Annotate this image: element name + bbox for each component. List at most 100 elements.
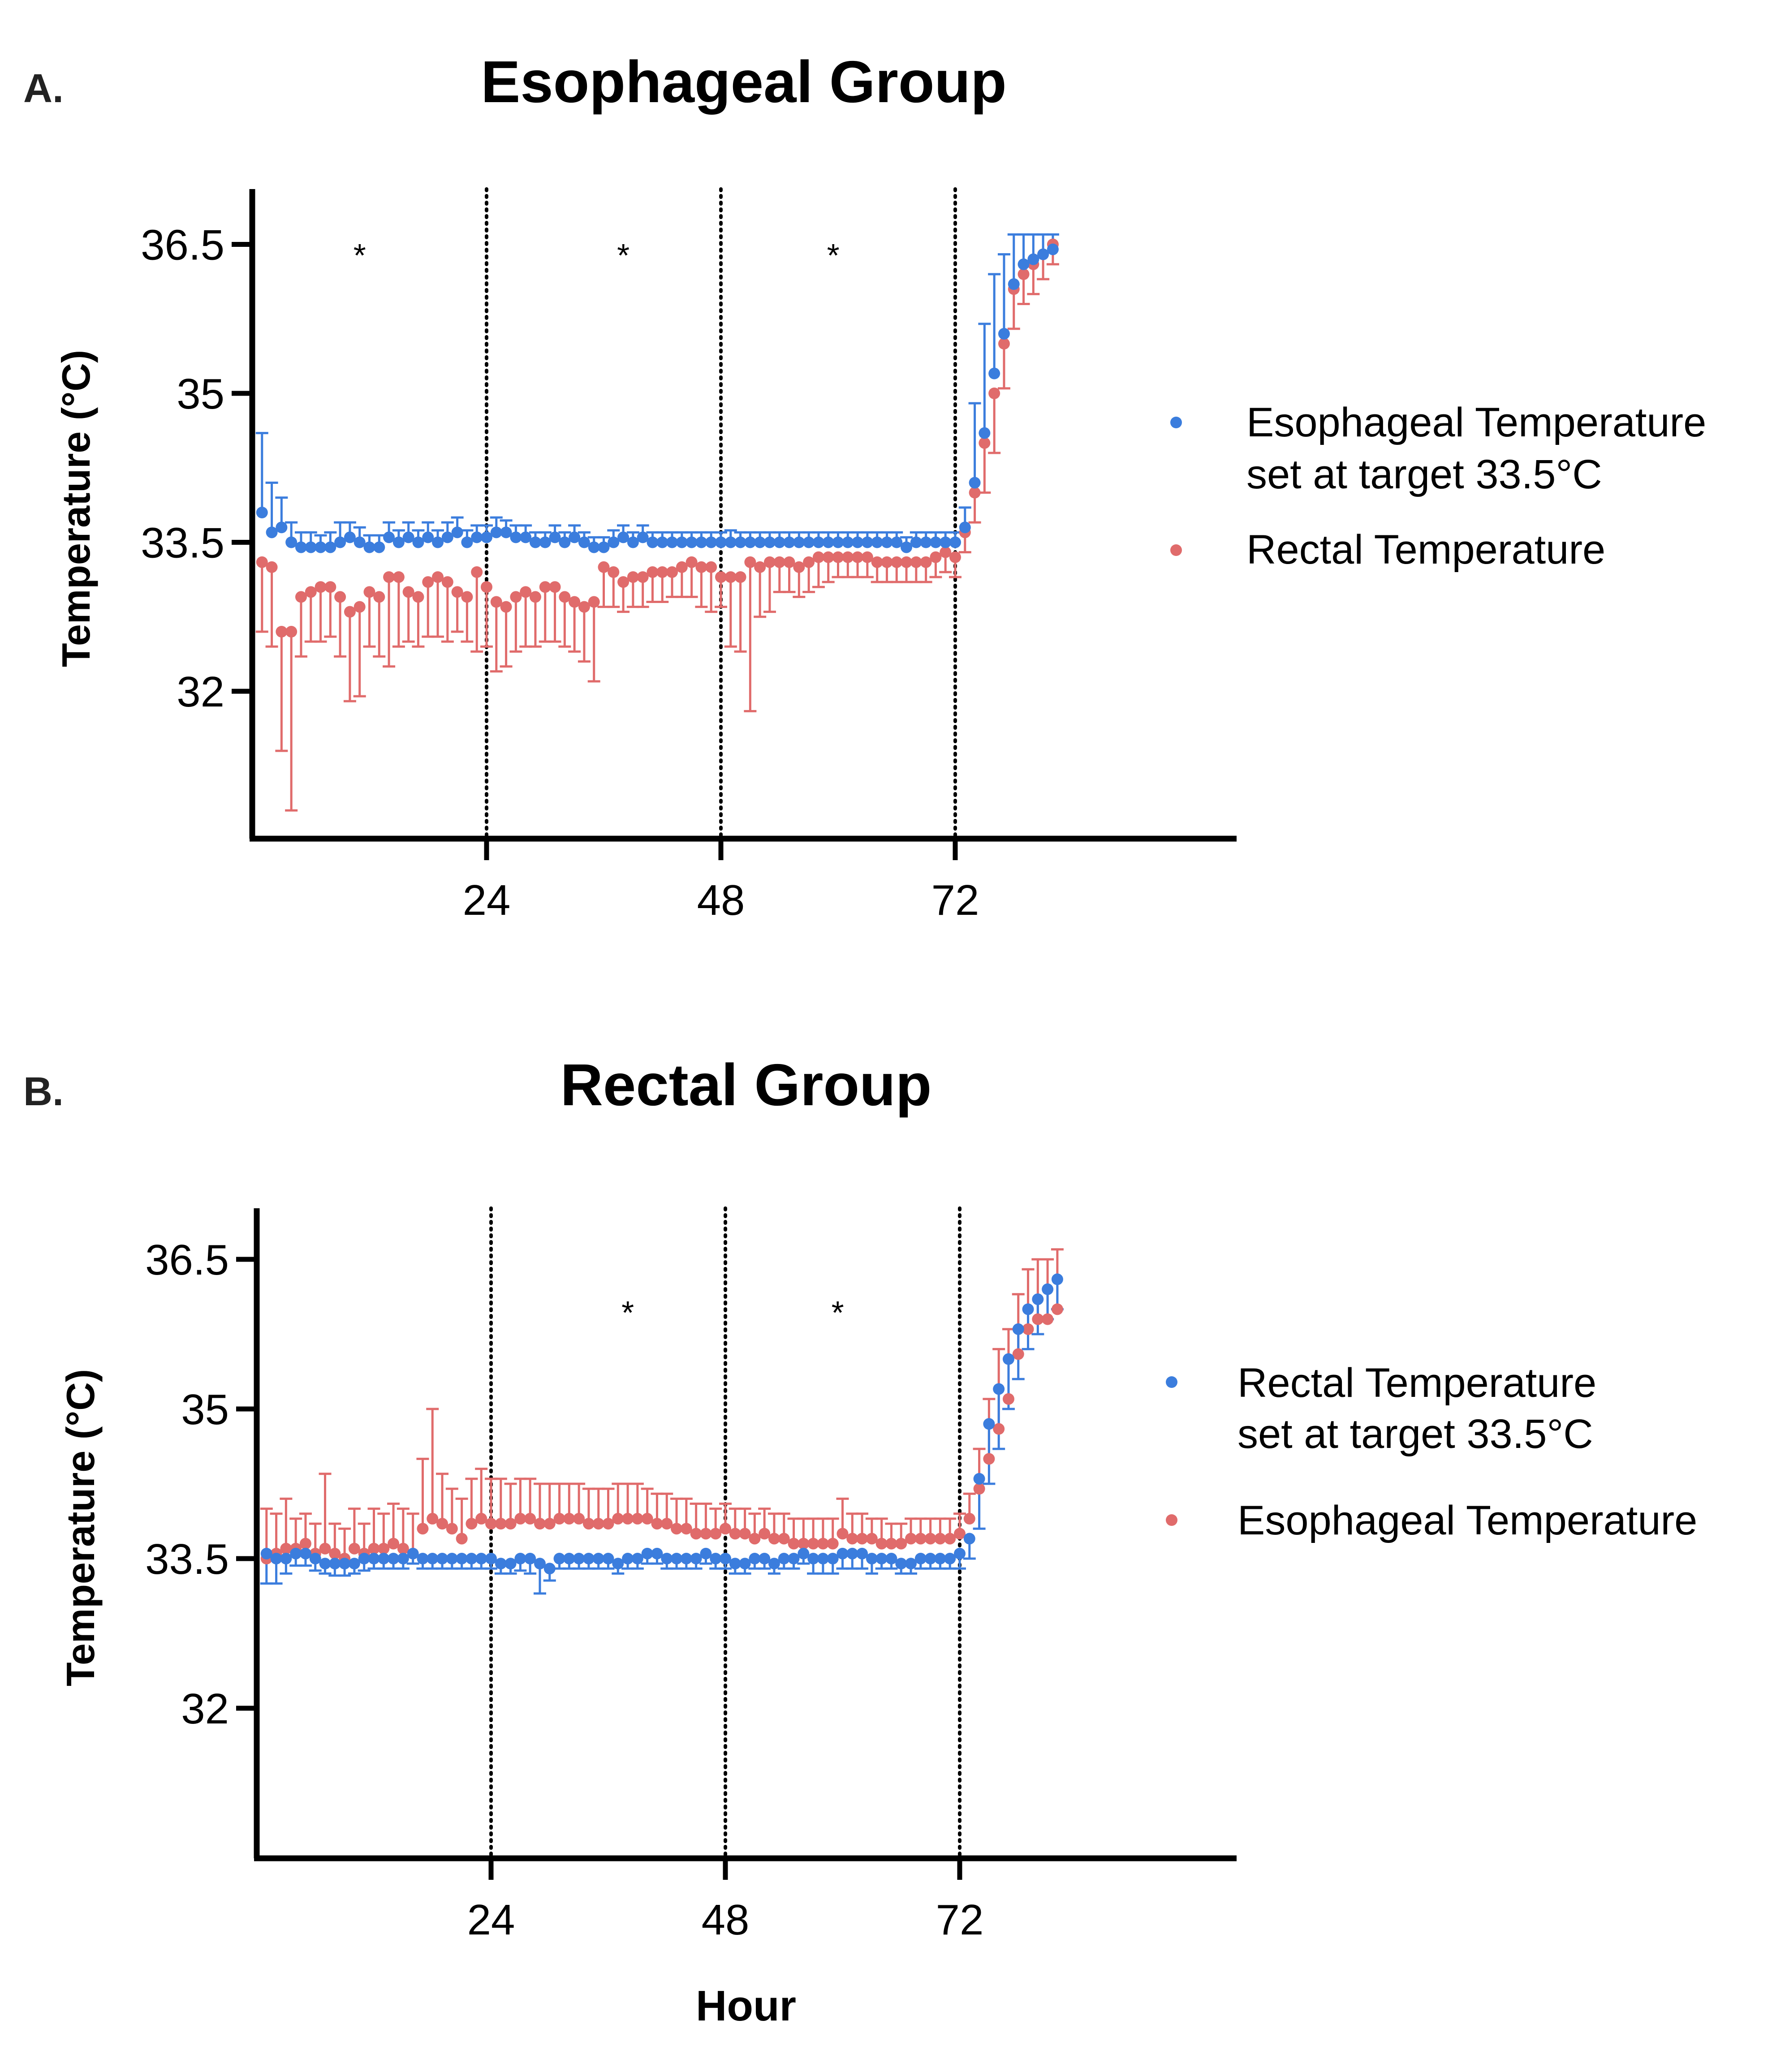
significance-star: * <box>354 238 366 274</box>
data-point <box>846 1547 858 1559</box>
data-point <box>866 1553 878 1564</box>
data-point <box>344 606 356 618</box>
data-point <box>266 561 278 573</box>
data-point <box>397 1542 409 1555</box>
data-point <box>392 536 405 548</box>
x-tick-label: 72 <box>931 876 979 924</box>
data-point <box>256 507 268 518</box>
y-tick-label: 33.5 <box>145 1535 229 1583</box>
data-point <box>817 1553 829 1564</box>
data-point <box>954 1547 966 1559</box>
data-point <box>930 551 942 563</box>
x-tick-label: 72 <box>936 1896 984 1944</box>
data-point <box>451 586 463 598</box>
data-point <box>993 1423 1005 1435</box>
data-point <box>979 437 991 449</box>
data-point <box>666 566 678 578</box>
data-point <box>930 536 942 548</box>
data-point <box>734 571 746 583</box>
data-point <box>305 586 317 598</box>
data-point <box>954 1528 966 1540</box>
data-point <box>686 536 698 548</box>
data-point <box>490 596 502 608</box>
data-point <box>383 531 395 543</box>
data-point <box>827 1538 839 1550</box>
legend-marker-blue <box>1170 417 1182 428</box>
data-point <box>285 626 298 638</box>
panel-a-title: Esophageal Group <box>481 49 1007 115</box>
data-point <box>402 531 414 543</box>
data-point <box>700 1528 712 1540</box>
data-point <box>500 601 512 613</box>
data-point <box>608 536 620 548</box>
y-tick-label: 36.5 <box>145 1236 229 1284</box>
y-tick-label: 32 <box>177 668 224 716</box>
data-point <box>1008 278 1020 290</box>
data-point <box>934 1553 946 1564</box>
data-point <box>427 1553 439 1564</box>
data-point <box>749 1533 761 1545</box>
panel-b-title: Rectal Group <box>561 1052 932 1118</box>
data-point <box>456 1553 468 1564</box>
data-point <box>559 536 571 548</box>
y-tick-label: 35 <box>177 370 224 418</box>
data-point <box>812 551 824 563</box>
data-point <box>456 1533 468 1545</box>
data-point <box>520 586 532 598</box>
data-point <box>836 1547 849 1559</box>
data-point <box>812 536 824 548</box>
data-point <box>807 1553 819 1564</box>
data-point <box>1018 258 1030 270</box>
data-point <box>617 531 629 543</box>
data-point <box>276 626 288 638</box>
data-point <box>334 591 346 603</box>
data-point <box>514 1512 526 1525</box>
data-point <box>842 551 854 563</box>
data-point <box>998 328 1010 340</box>
data-point <box>759 1528 771 1540</box>
panel-b-significance-marks: * * <box>621 1295 844 1331</box>
panel-a-legend: Esophageal Temperature set at target 33.… <box>1170 400 1706 573</box>
panel-a-y-ticks: 32 33.5 35 36.5 <box>141 221 252 716</box>
data-point <box>924 1553 936 1564</box>
data-point <box>744 536 756 548</box>
data-point <box>481 581 492 593</box>
data-point <box>392 571 405 583</box>
data-point <box>979 427 991 439</box>
data-point <box>319 1558 331 1570</box>
data-point <box>1027 253 1039 265</box>
data-point <box>500 526 512 538</box>
data-point <box>368 1542 380 1555</box>
data-point <box>436 1518 448 1530</box>
data-point <box>383 571 395 583</box>
data-point <box>739 1528 751 1540</box>
data-point <box>631 1553 643 1564</box>
data-point <box>578 601 590 613</box>
data-point <box>363 541 375 553</box>
data-point <box>412 591 424 603</box>
y-tick-label: 32 <box>181 1685 229 1733</box>
data-point <box>446 1523 458 1535</box>
data-point <box>299 1547 311 1559</box>
panel-a: A. Esophageal Group Temperature (°C) 323… <box>23 49 1706 924</box>
data-point <box>495 1558 507 1570</box>
data-point <box>734 536 746 548</box>
data-point <box>895 1538 907 1550</box>
data-point <box>529 536 541 548</box>
data-point <box>305 541 317 553</box>
data-point <box>744 556 756 568</box>
legend-a-item-2: Rectal Temperature <box>1246 527 1605 573</box>
data-point <box>539 536 551 548</box>
data-point <box>1018 268 1030 280</box>
data-point <box>798 1547 810 1559</box>
data-point <box>485 1518 497 1530</box>
y-tick-label: 36.5 <box>141 221 224 269</box>
y-tick-label: 33.5 <box>141 519 224 567</box>
data-point <box>754 536 766 548</box>
panel-b-y-axis-title: Temperature (°C) <box>58 1369 103 1686</box>
data-point <box>891 536 903 548</box>
data-point <box>495 1518 507 1530</box>
data-point <box>573 1553 585 1564</box>
significance-star: * <box>832 1295 844 1331</box>
